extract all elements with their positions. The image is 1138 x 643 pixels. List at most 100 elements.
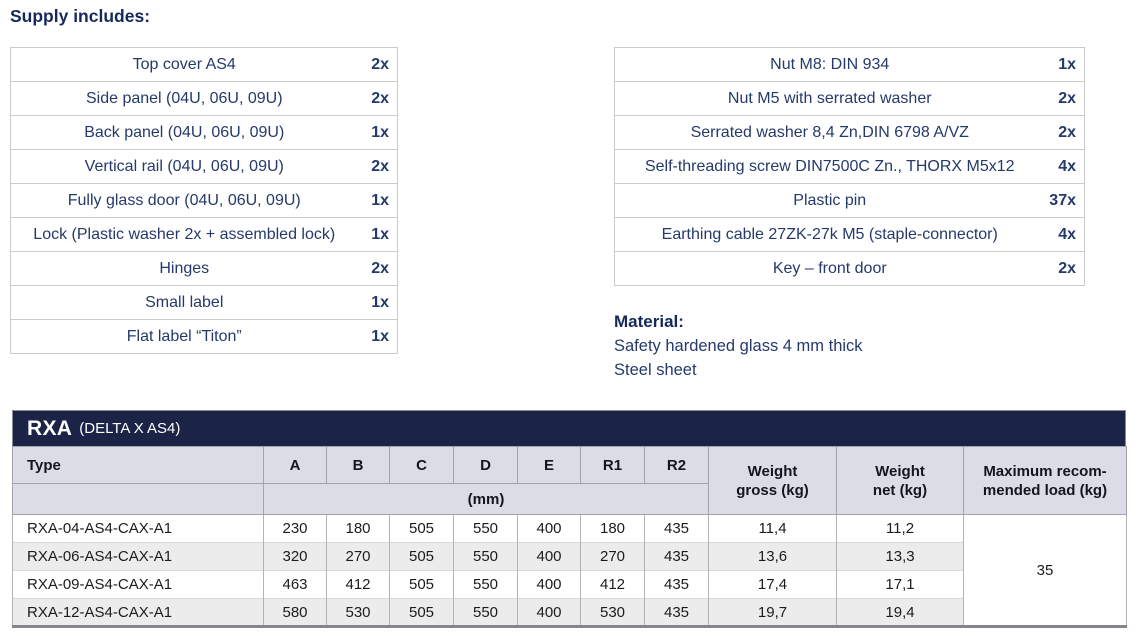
spec-col-dim: E [517,446,581,484]
spec-col-max-load: Maximum recom- mended load (kg) [963,446,1127,515]
spec-dim-value: 180 [326,514,390,543]
supply-row: Back panel (04U, 06U, 09U) 1x [10,115,398,150]
spec-dim-value: 505 [389,542,454,571]
spec-dim-value: 435 [644,514,709,543]
spec-dim-value: 412 [580,570,645,599]
supply-item-label: Flat label “Titon” [10,319,358,354]
supply-row: Side panel (04U, 06U, 09U) 2x [10,81,398,116]
supply-item-label: Self-threading screw DIN7500C Zn., THORX… [614,149,1045,184]
spec-titlebar: RXA (DELTA X AS4) [12,410,1126,446]
material-line: Safety hardened glass 4 mm thick [614,337,863,355]
spec-dim-value: 550 [453,570,518,599]
supply-item-qty: 2x [357,81,398,116]
spec-dim-value: 505 [389,514,454,543]
supply-item-qty: 37x [1044,183,1085,218]
spec-dim-value: 400 [517,570,581,599]
spec-dim-value: 435 [644,598,709,627]
spec-weight-net-value: 17,1 [836,570,964,599]
supply-item-label: Lock (Plastic washer 2x + assembled lock… [10,217,358,252]
spec-subtitle: (DELTA X AS4) [79,420,181,437]
spec-dim-value: 463 [263,570,327,599]
spec-dim-value: 230 [263,514,327,543]
page-title: Supply includes: [10,6,151,26]
spec-dim-value: 400 [517,514,581,543]
supply-item-qty: 2x [1044,81,1085,116]
spec-weight-gross-value: 17,4 [708,570,837,599]
supply-row: Top cover AS4 2x [11,48,398,82]
spec-dim-value: 550 [453,514,518,543]
spec-unit-label: (mm) [263,483,709,515]
spec-col-weight-net: Weight net (kg) [836,446,964,515]
supply-row: Earthing cable 27ZK-27k M5 (staple-conne… [614,217,1085,252]
spec-col-dim: A [263,446,327,484]
supply-row: Lock (Plastic washer 2x + assembled lock… [10,217,398,252]
spec-col-dim: C [389,446,454,484]
spec-dim-value: 400 [517,542,581,571]
spec-table: Type A B C D E R1 R2 Weight gross (kg) Weight net… [12,446,1127,628]
spec-row: RXA-04-AS4-CAX-A1 230 180 505 550 400 180 435 11… [12,514,1127,627]
spec-dim-value: 550 [453,542,518,571]
spec-dim-value: 530 [580,598,645,627]
spec-dim-value: 505 [389,598,454,627]
spec-col-dim: R2 [644,446,709,484]
supply-row: Key – front door 2x [614,251,1085,286]
spec-col-dim: R1 [580,446,645,484]
spec-dim-value: 530 [326,598,390,627]
supply-item-label: Nut M5 with serrated washer [614,81,1045,116]
spec-col-dim: B [326,446,390,484]
supply-item-label: Vertical rail (04U, 06U, 09U) [10,149,358,184]
spec-header-empty [12,483,264,515]
spec-section: RXA (DELTA X AS4) Type A B C D E R1 R2 Weight gr… [12,410,1127,628]
spec-row: RXA-12-AS4-CAX-A1 580 530 505 550 400 530 435 19… [12,598,1127,627]
supply-item-qty: 4x [1044,149,1085,184]
spec-col-type: Type [12,446,264,484]
spec-col-dim: D [453,446,518,484]
supply-item-qty: 2x [357,149,398,184]
supply-row: Plastic pin 37x [614,183,1085,218]
spec-dim-value: 435 [644,570,709,599]
spec-col-weight-gross: Weight gross (kg) [708,446,837,515]
supply-item-label: Back panel (04U, 06U, 09U) [10,115,358,150]
material-line: Steel sheet [614,361,697,379]
spec-dim-value: 580 [263,598,327,627]
supply-item-qty: 1x [357,319,398,354]
supply-item-label: Serrated washer 8,4 Zn,DIN 6798 A/VZ [614,115,1045,150]
supply-row: Nut M5 with serrated washer 2x [614,81,1085,116]
spec-dim-value: 180 [580,514,645,543]
supply-item-label: Plastic pin [614,183,1045,218]
supply-item-qty: 1x [357,115,398,150]
spec-type-value: RXA-06-AS4-CAX-A1 [12,542,264,571]
supply-item-label: Side panel (04U, 06U, 09U) [10,81,358,116]
supply-row: Fully glass door (04U, 06U, 09U) 1x [10,183,398,218]
spec-type-value: RXA-12-AS4-CAX-A1 [12,598,264,627]
supply-item-qty: 4x [1044,217,1085,252]
spec-weight-gross-value: 13,6 [708,542,837,571]
supply-item-label: Top cover AS4 [132,55,236,73]
spec-type-value: RXA-04-AS4-CAX-A1 [12,514,264,543]
spec-weight-net-value: 13,3 [836,542,964,571]
spec-type-value: RXA-09-AS4-CAX-A1 [12,570,264,599]
supply-item-label: Small label [10,285,358,320]
spec-row: RXA-06-AS4-CAX-A1 320 270 505 550 400 270 435 13… [12,542,1127,571]
supply-item-qty: 1x [357,183,398,218]
spec-dim-value: 505 [389,570,454,599]
supply-item-label: Earthing cable 27ZK-27k M5 (staple-conne… [614,217,1045,252]
spec-max-load-value: 35 [963,514,1127,627]
spec-dim-value: 270 [326,542,390,571]
supply-item-label: Key – front door [614,251,1045,286]
supply-item-qty: 1x [1058,55,1076,73]
material-heading: Material: [614,312,684,331]
supply-item-label: Hinges [10,251,358,286]
supply-table-right: Nut M8: DIN 934 1x Nut M5 with serrated wa… [614,47,1085,286]
spec-dim-value: 320 [263,542,327,571]
spec-weight-net-value: 19,4 [836,598,964,627]
spec-dim-value: 400 [517,598,581,627]
supply-item-qty: 2x [1044,251,1085,286]
supply-table-left: Top cover AS4 2x Side panel (04U, 06U, 09U… [10,47,398,354]
supply-row: Self-threading screw DIN7500C Zn., THORX… [614,149,1085,184]
spec-dim-value: 412 [326,570,390,599]
supply-item-qty: 1x [357,217,398,252]
spec-weight-gross-value: 11,4 [708,514,837,543]
spec-header-row-1: Type A B C D E R1 R2 Weight gross (kg) Weight net… [12,446,1127,515]
supply-row: Flat label “Titon” 1x [10,319,398,354]
